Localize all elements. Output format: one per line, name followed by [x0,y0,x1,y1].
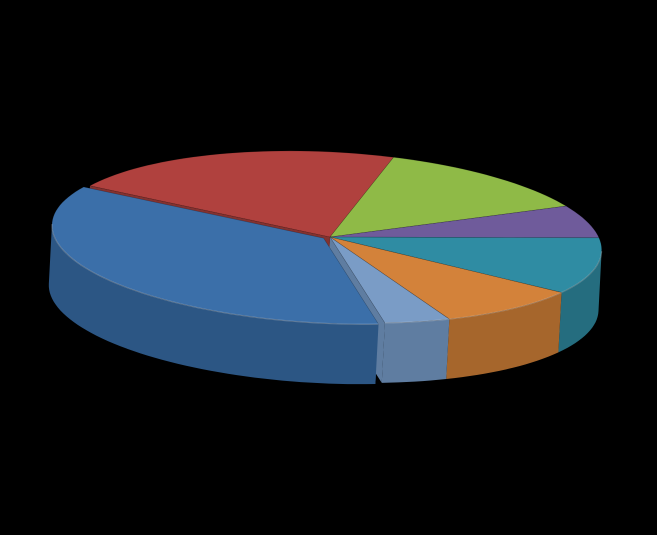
pie-slice-side [382,319,450,383]
pie-svg [0,0,657,535]
pie-chart-3d [0,0,657,535]
